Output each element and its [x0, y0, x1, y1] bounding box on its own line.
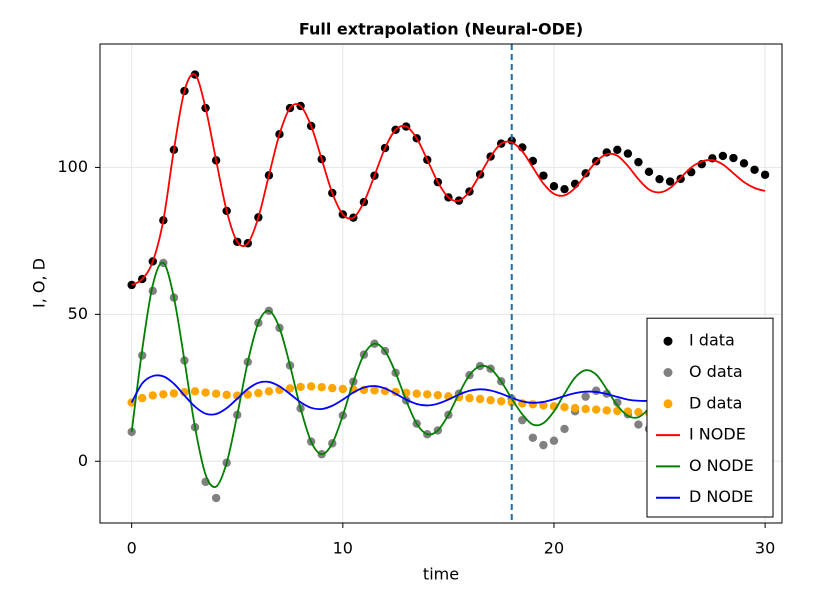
data-point — [634, 408, 643, 417]
data-point — [581, 392, 590, 401]
data-point — [465, 393, 474, 403]
marks-layer — [127, 44, 770, 523]
data-point — [222, 390, 231, 400]
data-point — [264, 387, 274, 396]
data-point — [729, 153, 738, 163]
data-point — [306, 382, 316, 391]
data-point — [644, 167, 654, 177]
data-point — [528, 400, 538, 409]
data-point — [549, 182, 559, 191]
data-point — [496, 397, 506, 406]
legend-label: O NODE — [689, 456, 754, 475]
legend-label: D NODE — [689, 487, 753, 506]
data-point — [591, 405, 601, 414]
data-point — [665, 177, 675, 186]
legend-marker — [663, 399, 673, 409]
x-tick-label: 0 — [127, 539, 137, 558]
data-point — [211, 389, 221, 398]
data-point — [718, 151, 728, 161]
legend-label: D data — [689, 393, 742, 412]
series-line — [131, 73, 766, 286]
data-point — [591, 386, 601, 395]
data-point — [370, 386, 379, 395]
data-point — [296, 382, 305, 392]
data-point — [560, 403, 569, 412]
data-point — [539, 171, 548, 180]
data-point — [739, 159, 749, 168]
data-point — [159, 390, 168, 399]
legend-marker — [663, 368, 673, 377]
data-point — [254, 388, 263, 398]
data-point — [201, 388, 210, 397]
data-point — [634, 420, 643, 429]
legend-label: I NODE — [689, 425, 746, 444]
data-point — [602, 406, 611, 415]
data-point — [549, 436, 559, 445]
legend-box — [646, 317, 774, 518]
data-point — [539, 440, 548, 450]
data-point — [486, 395, 495, 405]
data-point — [475, 394, 485, 404]
data-point — [328, 383, 337, 393]
data-point — [560, 184, 569, 194]
data-point — [760, 170, 770, 179]
data-point — [148, 391, 157, 400]
y-axis-label: I, O, D — [30, 258, 49, 308]
data-point — [750, 165, 759, 174]
data-point — [423, 390, 432, 399]
data-point — [338, 384, 348, 394]
data-point — [138, 393, 147, 403]
legend-marker — [663, 336, 673, 346]
legend-label: O data — [689, 362, 743, 381]
plot-frame — [99, 43, 783, 524]
chart-title: Full extrapolation (Neural-ODE) — [299, 20, 583, 39]
legend: I data O data D data I NODE O NODE D NODE — [646, 317, 774, 518]
data-point — [211, 493, 221, 503]
data-point — [169, 389, 179, 398]
x-axis-label: time — [423, 565, 459, 584]
data-point — [433, 390, 443, 400]
data-point — [285, 384, 295, 393]
data-point — [613, 398, 622, 407]
data-point — [539, 401, 548, 410]
legend-label: I data — [689, 331, 735, 350]
data-point — [412, 389, 421, 398]
data-point — [560, 424, 569, 434]
data-point — [623, 149, 633, 158]
x-tick-label: 10 — [333, 539, 353, 558]
data-point — [581, 404, 590, 414]
data-point — [655, 174, 664, 184]
data-point — [634, 157, 643, 167]
data-point — [243, 390, 253, 399]
x-tick-label: 20 — [544, 539, 564, 558]
y-tick-label: 0 — [78, 451, 88, 470]
data-point — [528, 433, 538, 442]
data-point — [190, 387, 200, 396]
y-tick-label: 50 — [68, 304, 88, 323]
data-point — [317, 383, 326, 392]
data-point — [613, 145, 622, 154]
x-tick-label: 30 — [755, 539, 775, 558]
data-point — [570, 403, 580, 413]
y-tick-label: 100 — [57, 157, 88, 176]
